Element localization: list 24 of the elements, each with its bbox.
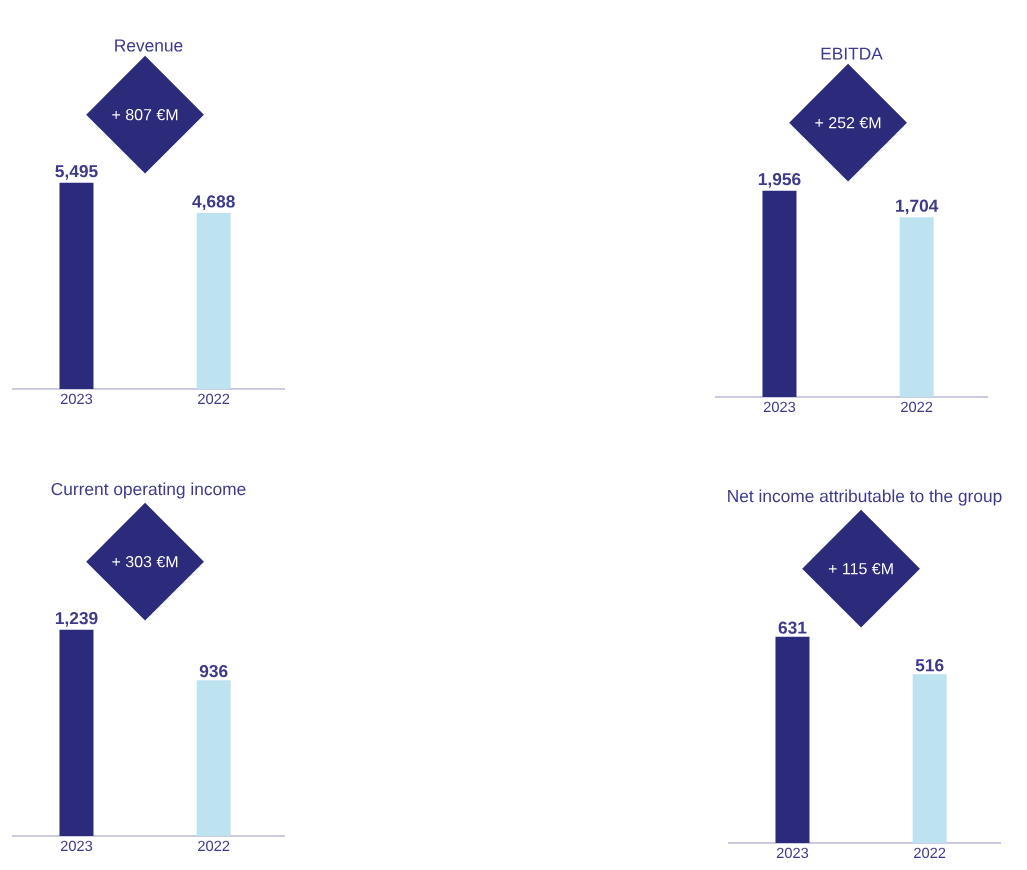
data-label: 1,704 bbox=[896, 199, 939, 215]
text: + 252 €M bbox=[815, 117, 881, 129]
x-tick-label: 2022 bbox=[198, 840, 230, 852]
data-label: 5,495 bbox=[55, 165, 98, 180]
x-tick-label: 2023 bbox=[776, 847, 809, 859]
x-tick-label: 2022 bbox=[901, 401, 933, 413]
text: + 807 €M bbox=[112, 109, 178, 121]
x-tick-label: 2022 bbox=[914, 847, 946, 859]
data-label: 631 bbox=[778, 621, 807, 634]
text: + 303 €M bbox=[112, 556, 178, 568]
chart-title: Current operating income bbox=[51, 482, 246, 499]
x-tick-label: 2023 bbox=[60, 393, 93, 405]
chart-title: Net income attributable to the group bbox=[728, 489, 1002, 506]
x-tick-label: 2023 bbox=[763, 401, 796, 413]
data-label: 516 bbox=[915, 659, 944, 672]
data-label: 936 bbox=[199, 664, 228, 678]
data-label: 1,956 bbox=[758, 173, 801, 188]
data-label: 1,239 bbox=[55, 612, 98, 627]
x-tick-label: 2023 bbox=[60, 840, 93, 852]
chart-title: EBITDA bbox=[821, 47, 883, 60]
data-label: 4,688 bbox=[192, 195, 235, 211]
x-tick-label: 2022 bbox=[198, 393, 230, 405]
chart-title: Revenue bbox=[115, 39, 183, 52]
text: + 115 €M bbox=[828, 563, 893, 575]
